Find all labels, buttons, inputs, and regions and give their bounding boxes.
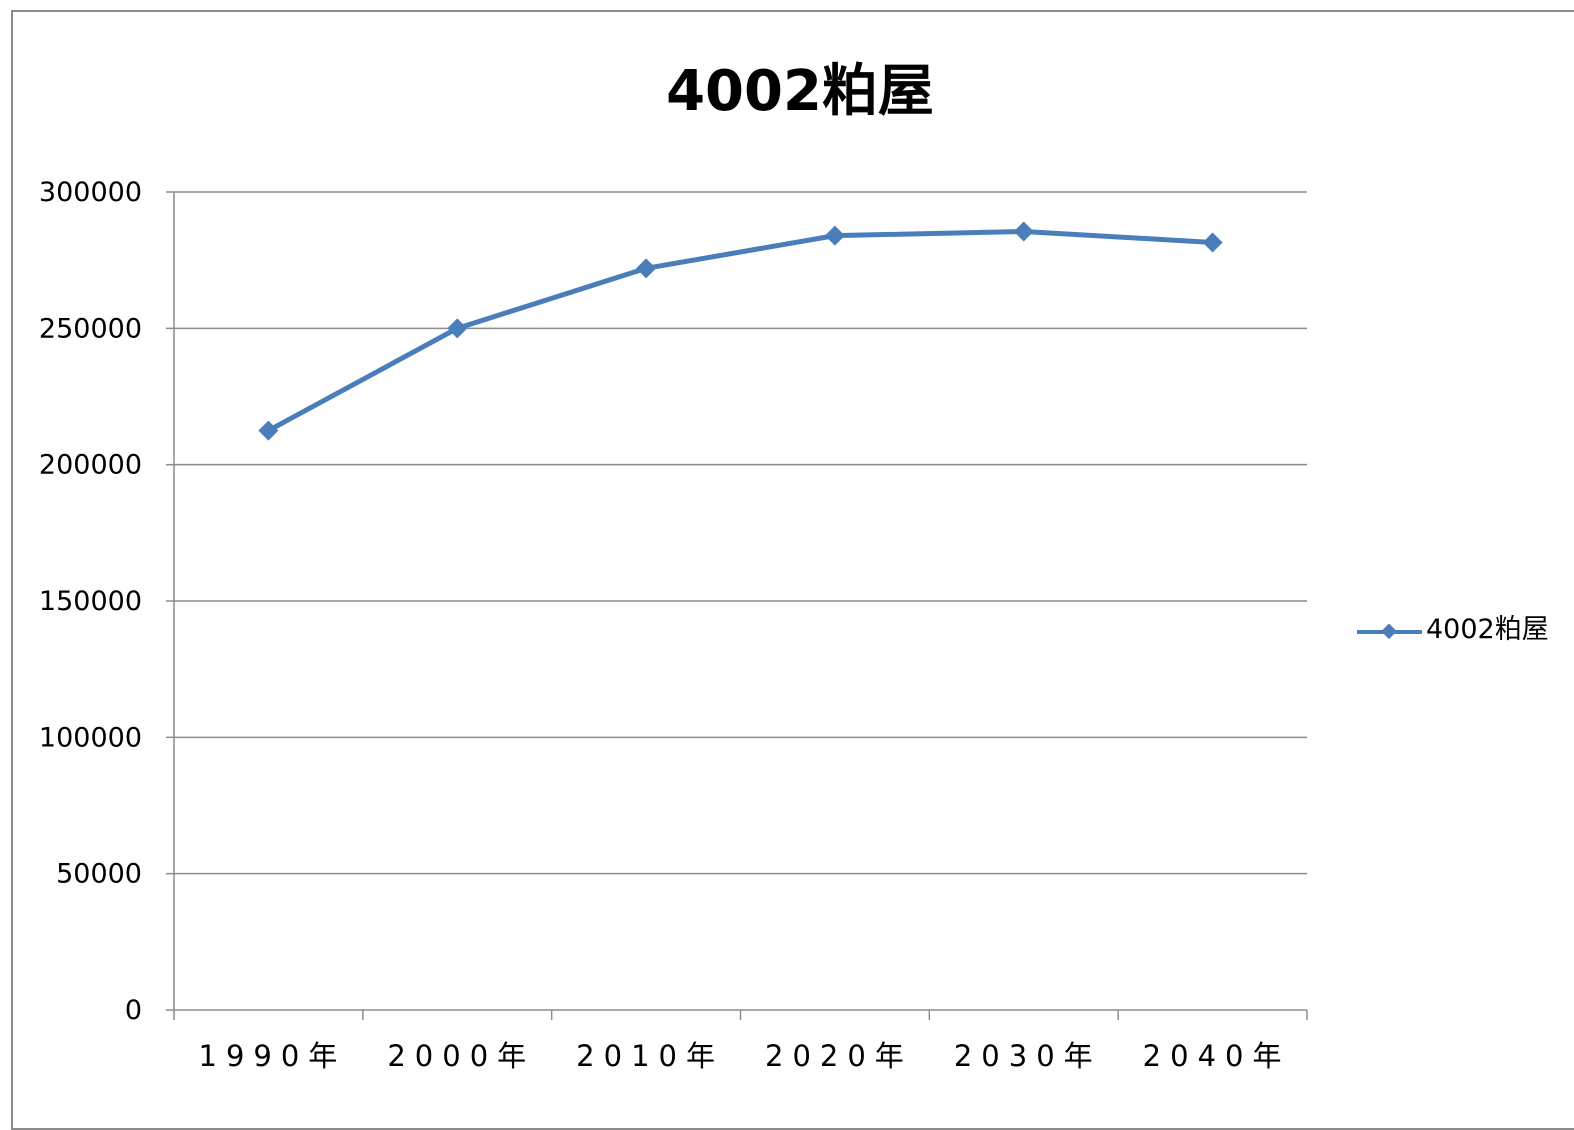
data-point-marker [824, 225, 845, 246]
y-tick-label: 100000 [39, 722, 142, 753]
x-tick-label: 2020年 [765, 1039, 913, 1073]
y-tick-label: 150000 [39, 586, 142, 617]
data-point-marker [1013, 221, 1034, 242]
series-group [258, 221, 1223, 441]
legend-swatch-marker [1381, 623, 1397, 640]
y-tick-label: 0 [125, 995, 142, 1026]
x-tick-label: 2010年 [576, 1039, 724, 1073]
y-tick-label: 200000 [39, 450, 142, 481]
data-point-marker [636, 258, 657, 279]
y-tick-label: 50000 [56, 859, 142, 890]
legend-label: 4002粕屋 [1426, 614, 1549, 645]
y-tick-label: 250000 [39, 313, 142, 344]
x-tick-label: 2030年 [954, 1039, 1102, 1073]
series-line [267, 229, 1213, 433]
x-tick-label: 2040年 [1143, 1039, 1291, 1073]
y-axis-tick-labels: 0 50000 100000 150000 200000 250000 300000 [39, 177, 142, 1026]
chart-title: 4002粕屋 [666, 59, 934, 124]
y-tick-label: 300000 [39, 177, 142, 208]
data-point-marker [258, 420, 279, 441]
axes [166, 191, 1308, 1020]
x-tick-label: 1990年 [199, 1039, 347, 1073]
legend: 4002粕屋 [1357, 614, 1549, 645]
data-point-marker [447, 318, 468, 339]
data-point-marker [1202, 232, 1223, 253]
x-axis-tick-labels: 1990年 2000年 2010年 2020年 2030年 2040年 [199, 1039, 1291, 1073]
gridlines [174, 191, 1307, 875]
x-tick-label: 2000年 [387, 1039, 535, 1073]
